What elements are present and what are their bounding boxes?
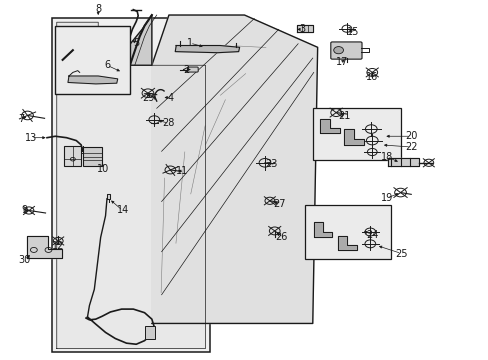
Polygon shape [337, 235, 356, 250]
Text: 12: 12 [52, 241, 64, 251]
Bar [305, 205, 390, 259]
Bar [55, 26, 130, 94]
Text: 3: 3 [298, 24, 305, 35]
Text: 20: 20 [404, 131, 417, 141]
Text: 26: 26 [274, 232, 286, 242]
Polygon shape [344, 129, 363, 145]
Circle shape [333, 46, 343, 54]
Polygon shape [297, 25, 312, 32]
Bar [52, 18, 210, 352]
Text: 17: 17 [335, 57, 347, 67]
Polygon shape [107, 194, 110, 199]
Polygon shape [320, 119, 339, 134]
Polygon shape [26, 236, 61, 258]
Text: 15: 15 [346, 27, 358, 37]
Polygon shape [127, 15, 152, 65]
FancyBboxPatch shape [330, 42, 361, 59]
Text: 4: 4 [167, 93, 173, 103]
Polygon shape [68, 76, 118, 84]
FancyBboxPatch shape [187, 67, 198, 72]
Text: 14: 14 [116, 206, 128, 216]
Text: 5: 5 [133, 38, 139, 48]
Bar [144, 326, 155, 338]
Text: 24: 24 [366, 230, 378, 239]
Bar [312, 108, 400, 160]
Text: 8: 8 [95, 4, 101, 14]
Text: 25: 25 [394, 248, 407, 258]
Polygon shape [313, 222, 331, 237]
Text: 27: 27 [273, 199, 285, 210]
Text: 13: 13 [25, 133, 37, 143]
Polygon shape [387, 158, 418, 166]
Bar [82, 147, 102, 166]
Text: 22: 22 [404, 142, 417, 152]
Text: 18: 18 [380, 152, 392, 162]
Text: 10: 10 [97, 164, 109, 174]
Text: 9: 9 [21, 206, 27, 216]
Polygon shape [175, 45, 239, 53]
Bar [64, 145, 81, 166]
Polygon shape [152, 15, 317, 323]
Text: 11: 11 [176, 166, 188, 176]
Text: 16: 16 [366, 72, 378, 82]
Text: 29: 29 [142, 93, 154, 103]
Text: 28: 28 [163, 118, 175, 128]
Text: 6: 6 [104, 60, 110, 70]
Text: 1: 1 [186, 38, 193, 48]
Text: 21: 21 [338, 111, 350, 121]
Text: 19: 19 [380, 193, 392, 203]
Text: 23: 23 [264, 159, 277, 169]
Polygon shape [57, 22, 205, 348]
Text: 7: 7 [18, 114, 24, 124]
Text: 30: 30 [18, 255, 30, 265]
Text: 2: 2 [183, 64, 189, 75]
